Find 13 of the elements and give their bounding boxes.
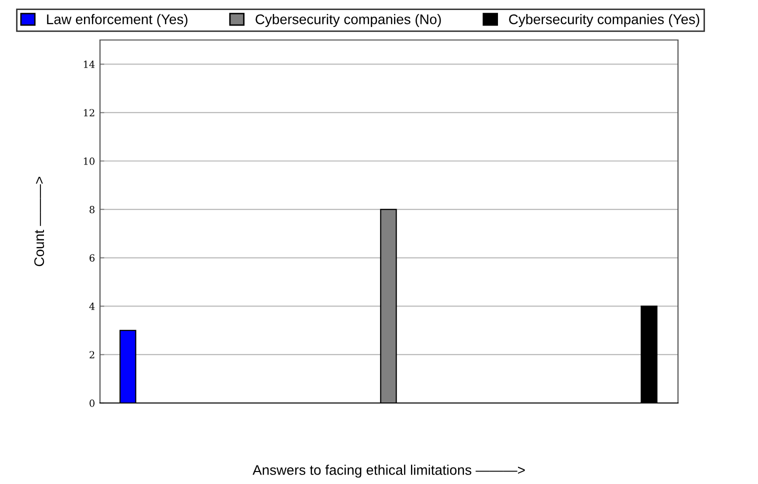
y-tick-label: 4 [89,302,95,310]
legend-label: Cybersecurity companies (No) [256,14,441,27]
y-axis-title: Count ———> [34,176,44,266]
y-tick-label: 8 [90,206,94,214]
legend-label: Law enforcement (Yes) [47,14,188,27]
y-tick-label: 0 [90,399,94,407]
y-tick-label: 10 [84,157,94,165]
y-tick-label: 14 [84,60,95,68]
x-axis-title: Answers to facing ethical limitations ———> [252,464,525,478]
y-tick-label: 2 [90,351,94,358]
legend-label: Cybersecurity companies (Yes) [509,14,700,27]
y-tick-label: 12 [84,109,94,116]
y-tick-label: 6 [90,254,95,262]
